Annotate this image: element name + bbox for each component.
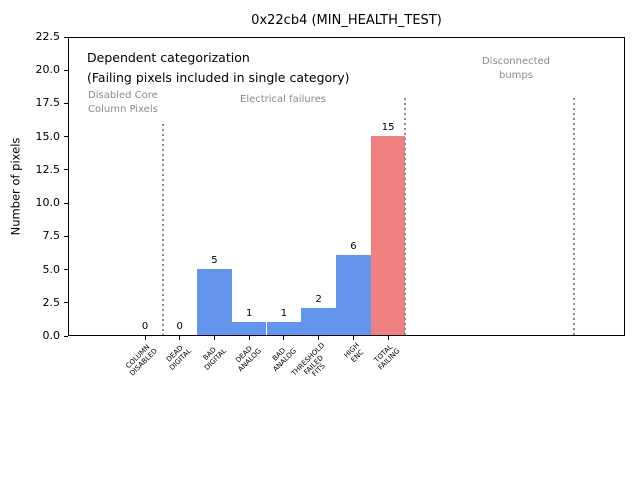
x-axis-tick — [213, 336, 215, 340]
y-axis-tick-label: 20.0 — [35, 63, 61, 77]
annotation-electrical-failures: Electrical failures — [240, 94, 326, 105]
annotation-disconnected-bumps: Disconnected bumps — [481, 56, 551, 81]
y-axis-tick-label: 15.0 — [35, 129, 61, 143]
y-axis-label: Number of pixels — [8, 137, 23, 236]
annotation-disabled-core-column-pixels: Disabled Core Column Pixels — [88, 90, 158, 115]
x-axis-tick-label: THRESHOLD FAILED FITS — [290, 341, 328, 379]
y-axis-tick-label: 2.5 — [42, 295, 61, 309]
x-axis-tick-label: DEAD ANALOG — [234, 344, 263, 374]
x-axis-tick-label: TOTAL FAILING — [373, 342, 402, 372]
bar-total-failing — [370, 135, 406, 335]
bar-bad-digital — [197, 268, 232, 335]
bar-value-label: 5 — [211, 254, 218, 266]
x-axis-tick-label: BAD DIGITAL — [201, 345, 228, 372]
y-axis-tick — [64, 202, 68, 204]
bar-value-label: 15 — [381, 121, 395, 133]
y-axis-tick-label: 12.5 — [35, 162, 61, 176]
x-axis-tick — [318, 336, 320, 340]
y-axis-tick-label: 5.0 — [42, 262, 61, 276]
y-axis-tick — [64, 169, 68, 171]
x-axis-tick — [283, 336, 285, 340]
bar-value-label: 1 — [280, 307, 288, 319]
x-axis-tick — [387, 336, 389, 340]
y-axis-tick — [64, 302, 68, 304]
bar-bad-analog — [266, 321, 302, 335]
plot-area — [68, 37, 625, 336]
bar-value-label: 6 — [350, 241, 357, 253]
x-axis-tick — [248, 336, 250, 340]
y-axis-tick — [64, 36, 68, 38]
y-axis-tick — [64, 136, 68, 138]
bar-value-label: 0 — [141, 321, 149, 332]
bar-value-label: 2 — [315, 294, 322, 306]
y-axis-tick — [64, 269, 68, 271]
x-axis-tick-label: DEAD DIGITAL — [165, 343, 193, 372]
bar-value-label: 0 — [176, 321, 183, 332]
chart-title: 0x22cb4 (MIN_HEALTH_TEST) — [251, 13, 442, 28]
bar-value-label: 1 — [246, 307, 253, 319]
bar-dead-analog — [231, 321, 267, 335]
x-axis-tick-label: HIGH ENC — [342, 341, 366, 364]
x-axis-tick — [179, 336, 181, 340]
separator-dotted-line — [403, 97, 406, 335]
y-axis-tick-label: 7.5 — [42, 229, 61, 243]
x-axis-tick-label: COLUMN DISABLED — [124, 343, 159, 378]
y-axis-tick — [64, 102, 68, 104]
y-axis-tick — [64, 69, 68, 71]
bar-high-enc — [336, 255, 371, 335]
bar-threshold-failed-fits — [301, 308, 336, 335]
separator-dotted-line — [573, 97, 576, 335]
x-axis-tick — [144, 336, 146, 340]
y-axis-tick-label: 17.5 — [35, 96, 61, 110]
annotation-dependent-categorization: Dependent categorization (Failing pixels… — [87, 50, 350, 85]
y-axis-tick — [64, 335, 68, 337]
y-axis-tick-label: 0.0 — [42, 329, 61, 342]
x-axis-tick — [352, 336, 354, 340]
y-axis-tick-label: 10.0 — [35, 196, 61, 210]
y-axis-tick — [64, 235, 68, 237]
y-axis-tick-label: 22.5 — [35, 30, 61, 43]
separator-dotted-line — [162, 124, 165, 335]
